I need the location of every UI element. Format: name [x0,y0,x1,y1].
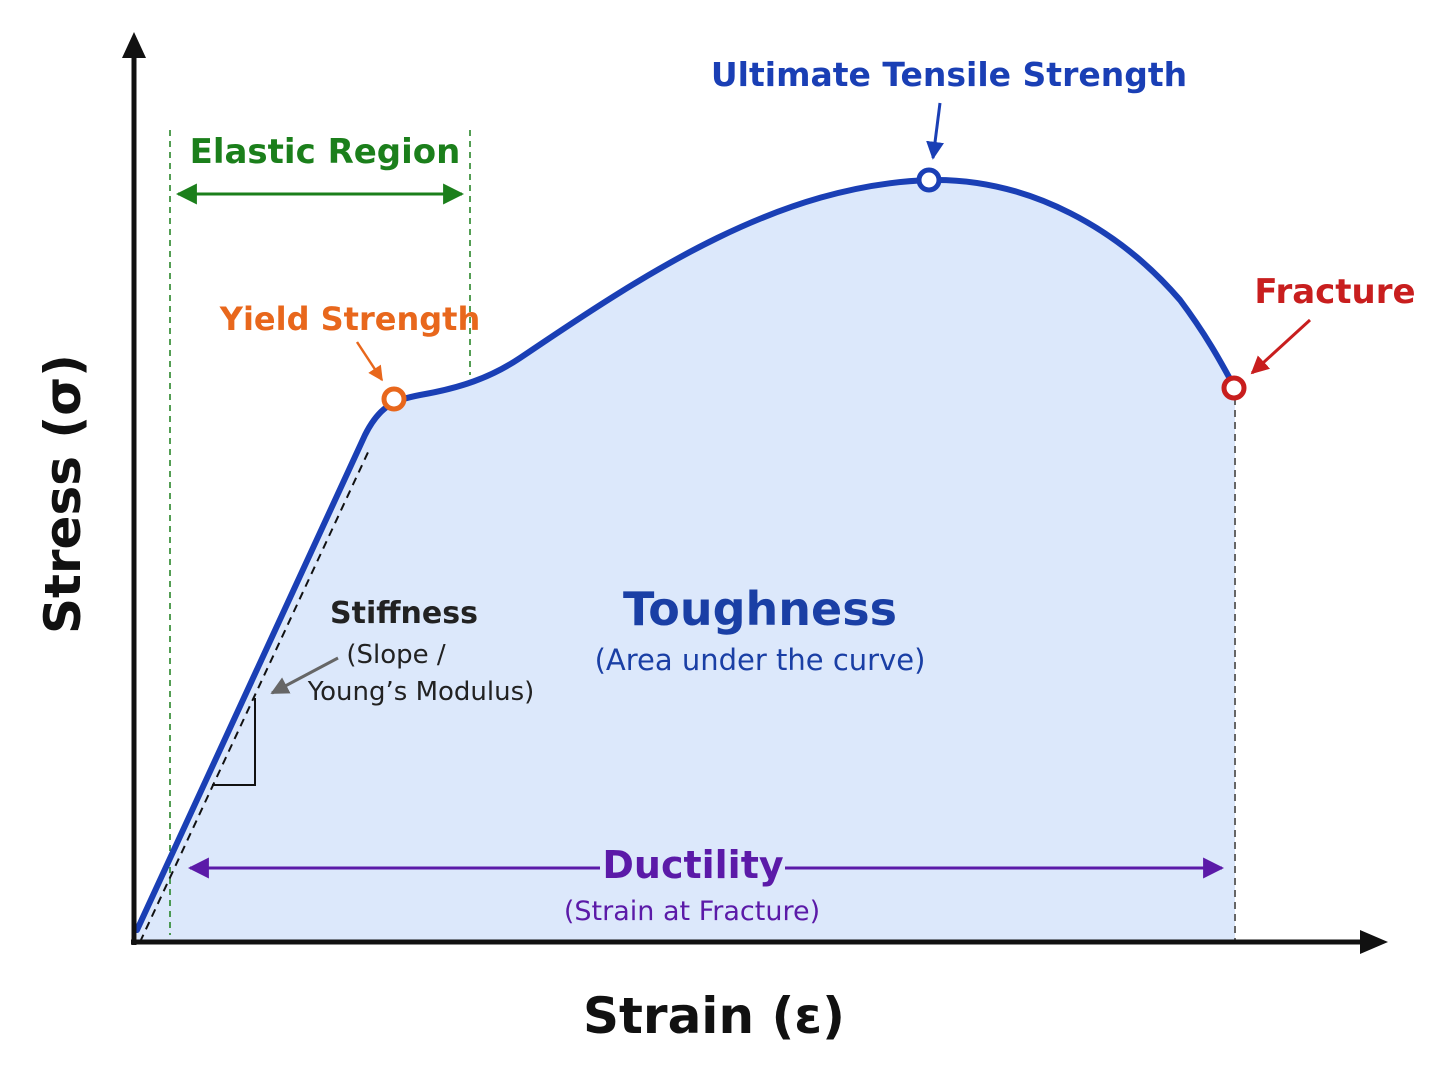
uts-label: Ultimate Tensile Strength [711,55,1187,94]
fracture-point-marker [1221,375,1247,401]
toughness-title: Toughness [623,582,897,636]
fracture-pointer [1250,318,1312,375]
ductility-subtitle: (Strain at Fracture) [564,896,820,927]
yield-point-marker [381,386,407,412]
toughness-area [137,179,1235,942]
stiffness-title: Stiffness [330,596,478,631]
fracture-label: Fracture [1254,272,1415,312]
uts-pointer [926,102,944,160]
stiffness-line1: (Slope / [346,640,446,670]
yield-strength-pointer [355,341,384,382]
slope-triangle [212,698,256,786]
x-axis-title: Strain (ε) [583,987,845,1045]
y-axis-arrowhead [122,32,146,58]
stiffness-pointer [270,656,339,695]
ductility-title: Ductility [602,843,784,887]
stiffness-line2: Young’s Modulus) [307,677,535,707]
uts-point-marker [916,167,942,193]
stress-strain-curve [134,176,1238,933]
stiffness-slope-line [139,447,371,943]
elastic-region-label: Elastic Region [190,132,461,172]
y-axis-title: Stress (σ) [34,354,92,634]
toughness-subtitle: (Area under the curve) [595,643,926,677]
x-axis-arrowhead [1360,930,1388,954]
yield-strength-label: Yield Strength [219,300,480,338]
